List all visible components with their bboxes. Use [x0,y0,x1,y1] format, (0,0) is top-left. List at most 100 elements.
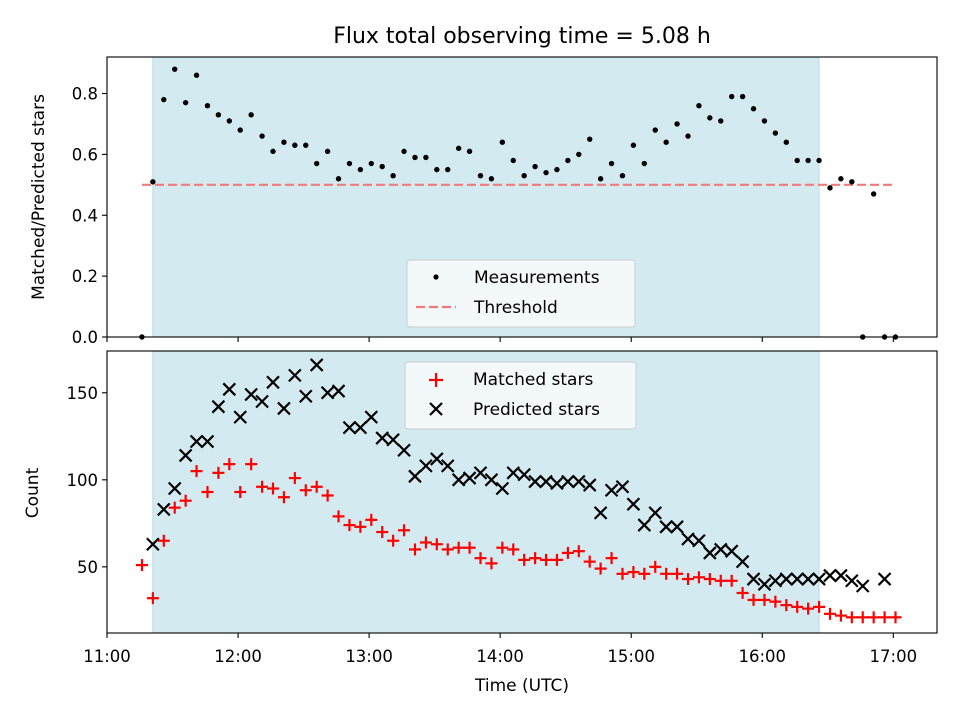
matched-star-point [747,593,760,606]
predicted-star-point [495,481,510,496]
matched-star-point [256,480,269,493]
measurement-point [281,139,287,145]
y-tick-label: 0.4 [72,206,98,225]
x-tick-label: 12:00 [214,647,262,666]
predicted-star-point [528,474,542,489]
matched-star-point [267,482,279,495]
measurement-point [324,148,331,155]
matched-star-point [671,567,684,580]
measurement-point [412,154,418,161]
top-y-ticks: 0.0 0.2 0.4 0.6 0.8 [72,85,107,347]
measurement-point [182,99,189,106]
matched-star-point [725,574,738,587]
x-tick-label: 13:00 [345,647,393,666]
matched-star-point [561,546,574,559]
predicted-star-point [713,542,728,557]
matched-star-point [212,466,225,479]
matched-star-point [387,534,400,547]
predicted-star-point [353,420,368,435]
matched-star-point [168,501,181,514]
top-y-axis-label: Matched/Predicted stars [29,94,49,300]
measurement-point [641,160,648,167]
legend-threshold-label: Threshold [473,298,558,318]
matched-star-point [878,611,891,624]
x-tick-label: 15:00 [607,647,655,666]
legend-predicted-label: Predicted stars [473,400,600,420]
matched-star-point [190,465,203,478]
predicted-star-point [572,474,586,489]
matched-star-point [332,510,345,523]
predicted-star-point [364,410,379,424]
measurement-point [313,160,320,167]
top-window-edges [152,57,820,337]
measurement-point [750,106,757,112]
predicted-star-point [801,572,815,586]
predicted-star-point [724,544,739,558]
matched-star-point [179,494,192,507]
measurement-point [193,72,200,78]
measurement-point [248,112,254,118]
measurement-point [707,115,713,121]
measurement-point [532,163,538,170]
measurement-point [597,176,604,182]
measurement-point [554,166,560,173]
predicted-star-point [757,577,772,592]
matched-star-point [507,543,520,556]
measurement-point [379,163,385,170]
x-tick-label: 11:00 [83,647,131,666]
top-axes-frame [106,56,938,338]
predicted-star-point [735,554,750,569]
matched-star-point [408,543,421,556]
predicted-star-point [637,518,652,532]
chart-title: Flux total observing time = 5.08 h [333,24,711,49]
matched-star-point [660,567,673,580]
matched-star-point [791,600,804,613]
matched-star-point [365,513,378,526]
matched-star-point [692,571,705,584]
measurement-point [303,142,309,148]
measurement-point [761,118,768,124]
measurement-point [466,148,473,155]
bottom-x-ticks: 11:00 12:00 13:00 14:00 15:00 16:00 17:00 [83,633,917,666]
measurement-point [608,160,615,167]
predicted-star-point [790,572,804,586]
matched-star-point [441,543,454,556]
predicted-star-point [430,452,444,466]
bottom-y-ticks: 50 100 150 [67,384,107,577]
y-tick-label: 50 [77,558,98,577]
measurement-point [292,142,298,148]
matched-star-point [540,553,553,566]
predicted-star-point [615,479,630,494]
predicted-star-point [834,568,848,583]
measurement-point [652,127,658,133]
measurement-point [401,148,407,155]
bottom-legend-box [404,361,637,430]
measurement-point [696,102,702,109]
matched-star-point [813,600,826,613]
matched-star-point [572,545,585,558]
measurement-point [827,185,833,191]
matched-star-point [616,567,629,580]
matched-star-point [550,553,563,566]
matched-star-point [682,573,694,586]
measurement-point [565,157,571,164]
x-tick-label: 17:00 [870,647,918,666]
predicted-star-point [823,568,837,583]
legend-measurements-marker [433,274,439,280]
measurement-point [587,136,593,142]
matched-star-point [288,472,301,485]
predicted-star-point [244,387,258,402]
x-tick-label: 14:00 [476,647,524,666]
matched-star-point [736,586,749,599]
matched-star-point [223,458,236,471]
predicted-star-point [779,572,794,586]
y-tick-label: 0.0 [72,328,98,347]
measurement-point [270,148,276,155]
measurement-point [445,166,451,173]
bottom-y-axis-label: Count [23,467,43,518]
measurement-point [455,145,462,152]
predicted-star-point [593,506,608,520]
matched-star-point [605,552,618,565]
measurement-point [510,157,516,164]
